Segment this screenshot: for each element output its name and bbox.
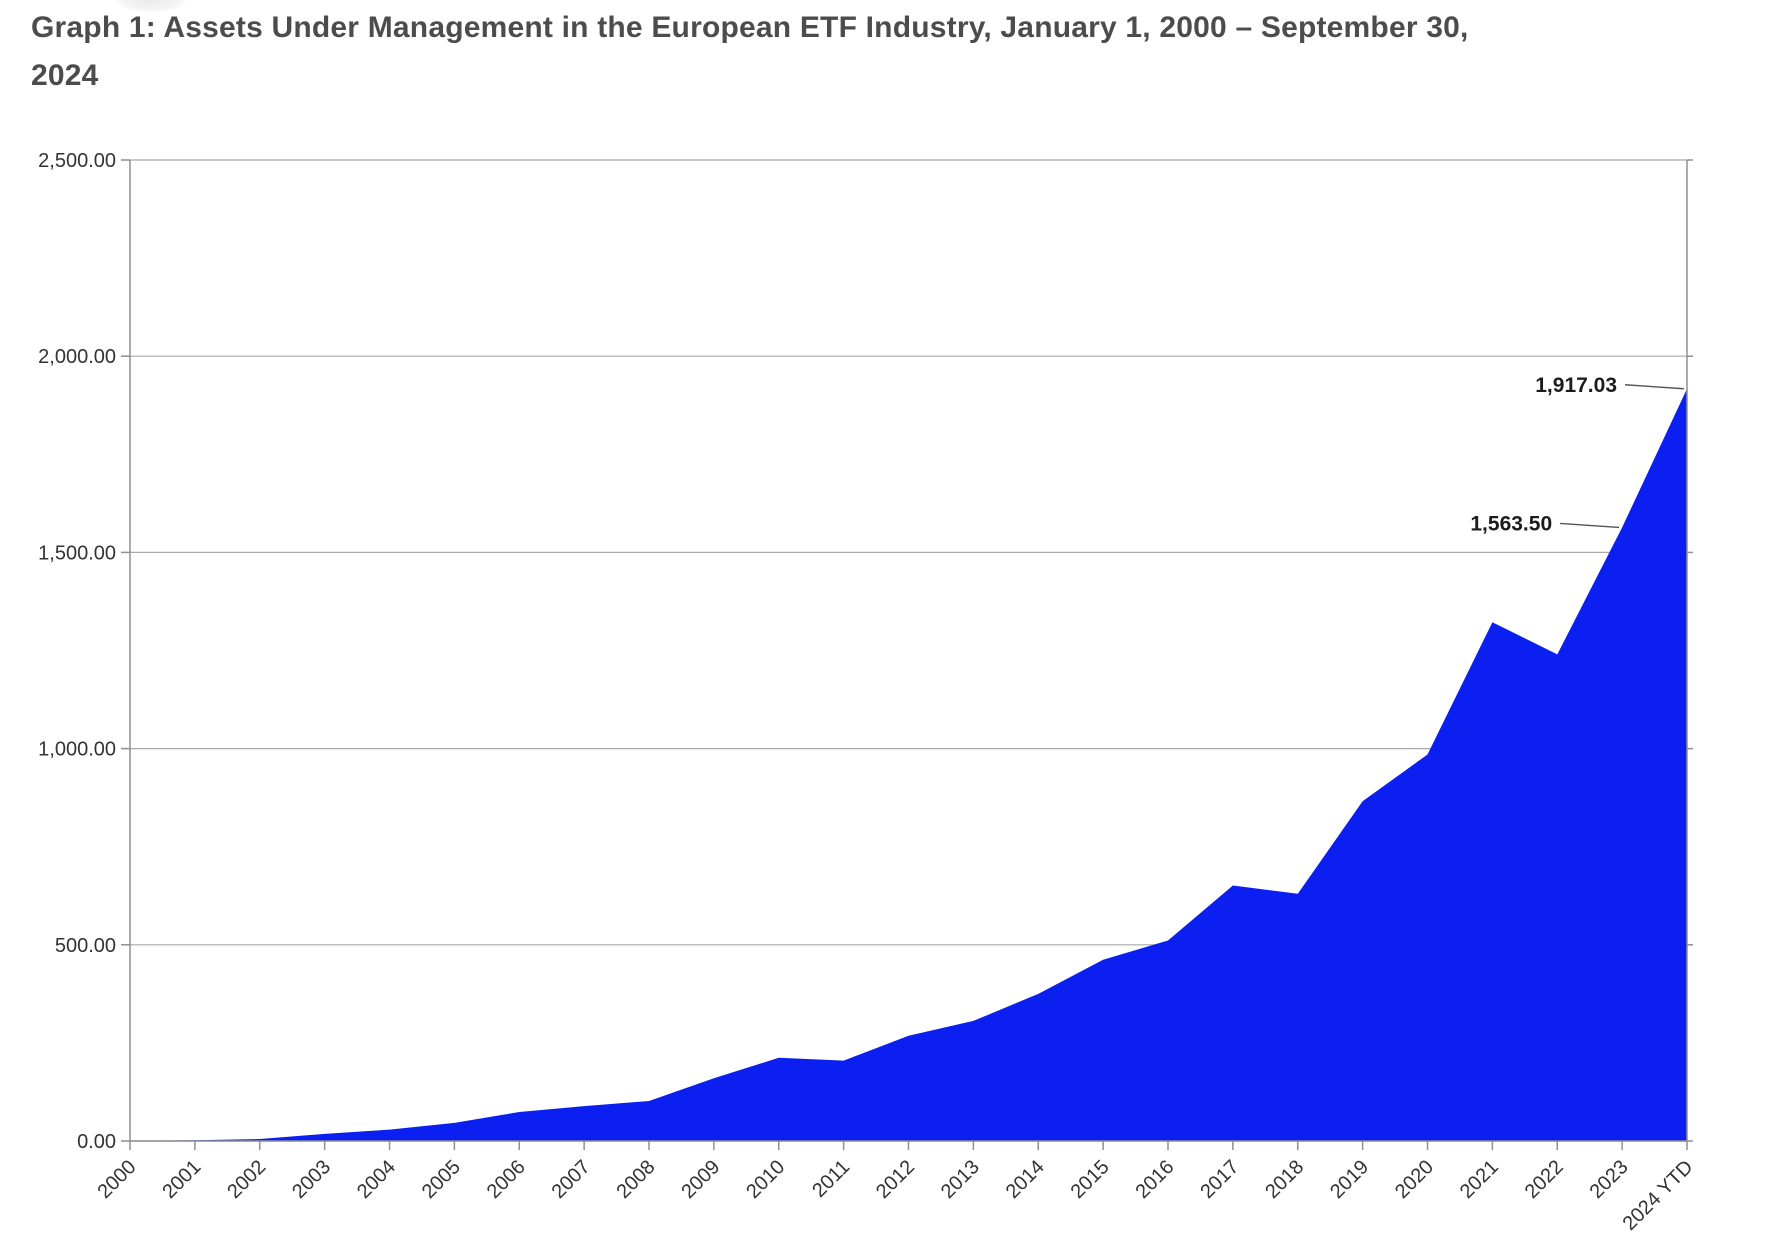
x-tick-label: 2003 [288, 1156, 335, 1203]
x-tick-label: 2008 [613, 1156, 660, 1203]
x-tick-label: 2023 [1586, 1156, 1633, 1203]
x-tick-label: 2019 [1326, 1156, 1373, 1203]
axes [121, 159, 1693, 1150]
y-tick-label: 1,000.00 [38, 739, 116, 761]
y-axis-labels: 0.00 500.00 1,000.00 1,500.00 2,000.00 2,500.… [38, 150, 116, 1153]
x-tick-label: 2016 [1132, 1156, 1179, 1203]
x-tick-label: 2018 [1261, 1156, 1308, 1203]
annotation-leader-line [1560, 522, 1620, 529]
x-tick-label: 2020 [1391, 1156, 1438, 1203]
x-tick-label: 2006 [483, 1156, 530, 1203]
x-tick-label: 2013 [937, 1156, 984, 1203]
x-tick-label: 2004 [353, 1156, 400, 1203]
x-tick-label: 2015 [1067, 1156, 1114, 1203]
x-tick-label: 2024 YTD [1619, 1156, 1698, 1235]
y-tick-label: 1,500.00 [38, 542, 116, 564]
data-annotations: 1,917.03 1,563.50 [1470, 374, 1685, 535]
y-tick-label: 500.00 [55, 935, 116, 957]
y-tick-label: 0.00 [77, 1131, 116, 1153]
annotation-value-label: 1,563.50 [1470, 512, 1552, 535]
x-tick-label: 2017 [1196, 1156, 1243, 1203]
aum-area-series [130, 388, 1687, 1141]
x-tick-label: 2010 [742, 1156, 789, 1203]
annotation-value-label: 1,917.03 [1535, 374, 1617, 397]
x-tick-label: 2009 [677, 1156, 724, 1203]
x-tick-label: 2007 [548, 1156, 595, 1203]
scan-artifact-smudge [116, 0, 186, 12]
x-tick-label: 2022 [1521, 1156, 1568, 1203]
x-axis-labels: 2000 2001 2002 2003 2004 2005 2006 2007 2008 2009… [94, 1156, 1698, 1235]
annotation-leader-line [1624, 384, 1685, 390]
x-tick-label: 2011 [808, 1156, 854, 1202]
x-tick-label: 2021 [1456, 1156, 1503, 1203]
x-tick-label: 2012 [872, 1156, 919, 1203]
x-tick-label: 2001 [158, 1156, 205, 1203]
x-tick-label: 2014 [1002, 1156, 1049, 1203]
x-tick-label: 2000 [94, 1156, 141, 1203]
x-tick-label: 2002 [223, 1156, 270, 1203]
y-tick-label: 2,000.00 [38, 346, 116, 368]
x-tick-label: 2005 [418, 1156, 465, 1203]
chart-title: Graph 1: Assets Under Management in the … [31, 11, 1469, 92]
y-tick-label: 2,500.00 [38, 150, 116, 172]
